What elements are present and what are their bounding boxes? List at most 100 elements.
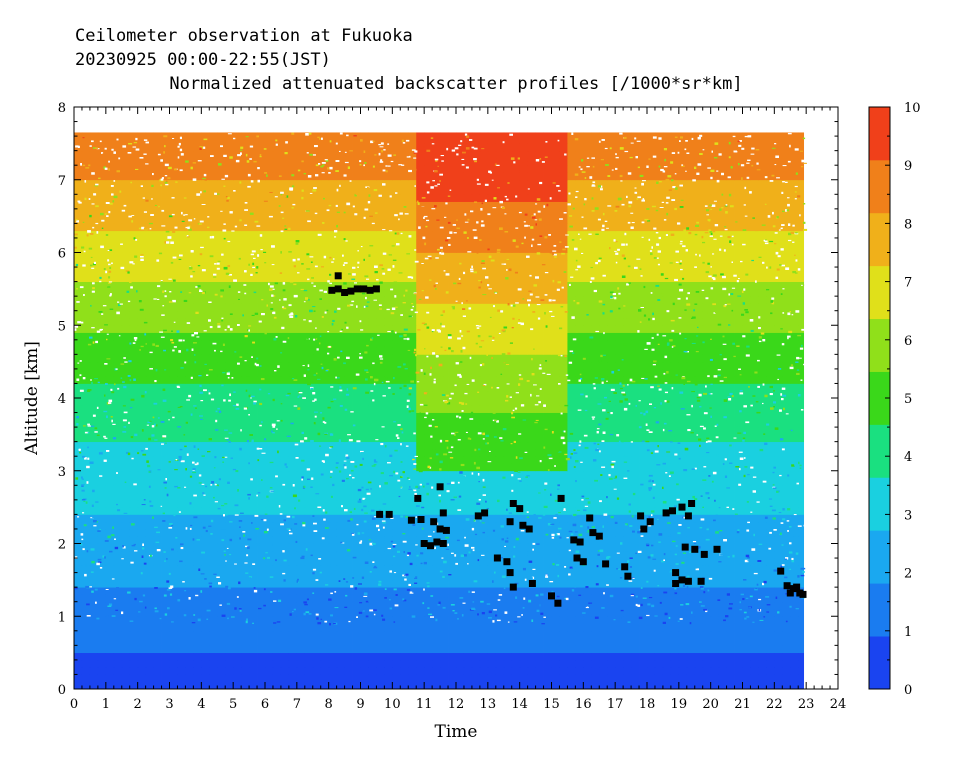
heat-cell bbox=[710, 674, 720, 683]
heat-cell bbox=[726, 347, 735, 355]
heat-cell bbox=[145, 638, 154, 646]
heat-cell bbox=[272, 499, 282, 508]
heat-cell bbox=[312, 332, 322, 341]
heat-cell bbox=[432, 405, 441, 413]
heat-cell bbox=[694, 383, 704, 392]
heat-cell bbox=[782, 485, 791, 493]
heat-cell bbox=[129, 536, 139, 544]
heat-cell bbox=[766, 492, 775, 501]
heat-cell bbox=[448, 390, 457, 399]
heat-cell bbox=[471, 310, 481, 319]
heat-cell bbox=[201, 499, 210, 508]
heat-cell bbox=[456, 448, 465, 457]
heat-cell bbox=[535, 368, 544, 377]
heat-cell bbox=[328, 441, 338, 450]
heat-cell bbox=[607, 296, 616, 304]
heat-cell bbox=[670, 354, 680, 363]
heat-cell bbox=[312, 681, 322, 690]
heat-cell bbox=[543, 601, 552, 610]
heat-cell bbox=[631, 434, 640, 443]
heat-cell bbox=[647, 543, 656, 552]
heat-cell bbox=[320, 514, 330, 523]
heat-cell bbox=[710, 623, 720, 632]
heat-cell bbox=[432, 448, 441, 457]
heat-cell bbox=[607, 485, 616, 493]
heat-cell bbox=[615, 645, 624, 654]
heat-cell bbox=[798, 550, 805, 559]
heat-cell bbox=[694, 317, 704, 326]
heat-cell bbox=[360, 398, 369, 406]
heat-cell bbox=[121, 652, 131, 661]
heat-cell bbox=[647, 594, 656, 603]
heat-cell bbox=[463, 674, 473, 683]
heat-cell bbox=[686, 594, 696, 603]
heat-cell bbox=[471, 412, 481, 421]
heat-cell bbox=[193, 412, 202, 421]
heat-cell bbox=[615, 572, 624, 581]
heat-cell bbox=[766, 347, 775, 355]
heat-cell bbox=[408, 638, 417, 646]
heat-cell bbox=[440, 419, 449, 428]
heat-cell bbox=[463, 296, 473, 304]
heat-cell bbox=[567, 303, 576, 312]
heat-cell bbox=[257, 434, 266, 443]
heat-cell bbox=[241, 667, 250, 675]
heat-cell bbox=[368, 616, 377, 624]
heat-cell bbox=[344, 303, 353, 312]
heat-cell bbox=[257, 681, 266, 690]
heat-cell bbox=[424, 608, 433, 617]
heat-cell bbox=[352, 325, 361, 333]
heat-cell bbox=[718, 499, 727, 508]
heat-cell bbox=[591, 579, 600, 588]
heat-cell bbox=[105, 507, 115, 515]
heat-cell bbox=[249, 543, 258, 552]
heat-cell bbox=[678, 339, 688, 348]
heat-cell bbox=[790, 667, 799, 675]
heat-cell bbox=[495, 681, 505, 690]
heat-cell bbox=[543, 579, 552, 588]
heat-cell bbox=[511, 383, 521, 392]
heat-cell bbox=[782, 332, 791, 341]
heat-cell bbox=[121, 492, 131, 501]
heat-cell bbox=[790, 572, 799, 581]
heat-cell bbox=[296, 645, 306, 654]
heat-cell bbox=[718, 674, 727, 683]
heat-cell bbox=[782, 674, 791, 683]
heat-cell bbox=[575, 470, 584, 479]
heat-cell bbox=[495, 470, 505, 479]
heat-cell bbox=[495, 317, 505, 326]
heat-cell bbox=[750, 499, 759, 508]
heat-cell bbox=[503, 499, 513, 508]
heat-cell bbox=[607, 317, 616, 326]
heat-cell bbox=[471, 565, 481, 573]
heat-cell bbox=[599, 528, 608, 537]
heat-cell bbox=[440, 608, 449, 617]
heat-cell bbox=[631, 448, 640, 457]
heat-cell bbox=[543, 303, 552, 312]
heat-cell bbox=[543, 681, 552, 690]
heat-cell bbox=[320, 347, 330, 355]
heat-cell bbox=[320, 499, 330, 508]
heat-cell bbox=[432, 310, 441, 319]
heat-cell bbox=[495, 448, 505, 457]
heat-cell bbox=[766, 427, 775, 435]
heat-cell bbox=[209, 608, 218, 617]
heat-cell bbox=[249, 623, 258, 632]
heat-cell bbox=[265, 536, 274, 544]
heat-cell bbox=[320, 579, 330, 588]
heat-cell bbox=[535, 339, 544, 348]
heat-cell bbox=[702, 667, 712, 675]
heat-cell bbox=[352, 456, 361, 464]
heat-cell bbox=[479, 317, 489, 326]
heat-cell bbox=[654, 463, 664, 472]
chart-title-quantity: Normalized attenuated backscatter profil… bbox=[169, 74, 742, 94]
heat-cell bbox=[400, 616, 409, 624]
heat-cell bbox=[225, 412, 234, 421]
heat-cell bbox=[766, 339, 775, 348]
heat-cell bbox=[575, 652, 584, 661]
heat-cell bbox=[742, 667, 751, 675]
heat-cell bbox=[312, 303, 322, 312]
heat-cell bbox=[718, 528, 727, 537]
heat-cell bbox=[400, 470, 409, 479]
heat-cell bbox=[352, 361, 361, 370]
